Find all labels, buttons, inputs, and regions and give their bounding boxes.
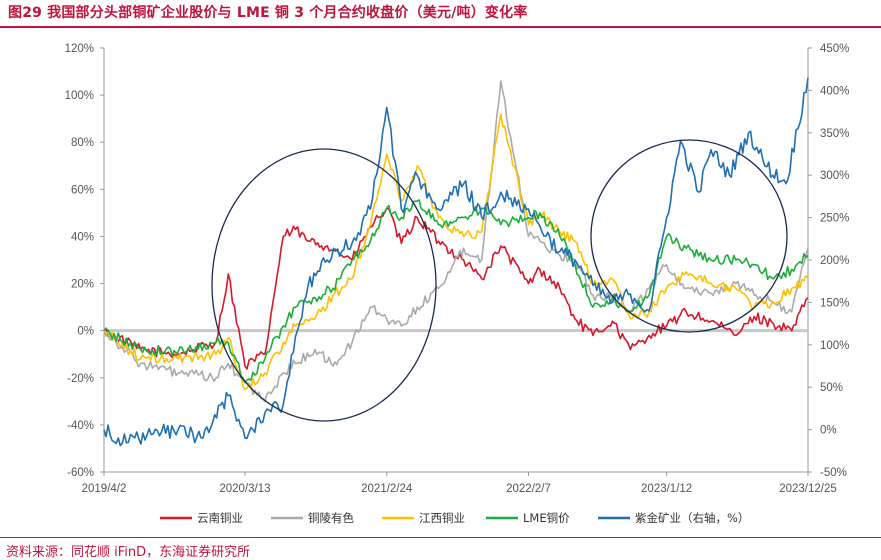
y-right-tick-label: 100% [820, 340, 849, 352]
x-tick-label: 2022/2/7 [506, 483, 551, 495]
legend-label-yunnan: 云南铜业 [197, 511, 243, 525]
y-right-tick-label: -50% [820, 467, 847, 479]
series-line-tongling [103, 80, 809, 403]
legend-label-tongling: 铜陵有色 [308, 511, 354, 525]
series-line-yunnan [103, 207, 809, 370]
y-right-tick-label: 300% [820, 170, 849, 182]
x-tick-label: 2020/3/13 [219, 483, 270, 495]
y-left-tick-label: -40% [67, 420, 94, 432]
source-rule [0, 537, 881, 538]
annotation-circle-right [590, 139, 788, 333]
y-left-tick-label: 0% [77, 326, 94, 338]
y-left-tick-label: 60% [71, 184, 94, 196]
title-rule [0, 26, 881, 28]
legend-label-jiangxi: 江西铜业 [419, 511, 465, 525]
y-left-tick-label: 120% [65, 43, 94, 55]
chart-title: 图29 我国部分头部铜矿企业股价与 LME 铜 3 个月合约收盘价（美元/吨）变… [8, 5, 528, 21]
legend-label-lme: LME铜价 [523, 511, 570, 525]
y-left-tick-label: 80% [71, 137, 94, 149]
legend-label-zijin: 紫金矿业（右轴，%） [635, 511, 749, 525]
y-right-tick-label: 400% [820, 85, 849, 97]
y-left-tick-label: 100% [65, 90, 94, 102]
y-right-tick-label: 250% [820, 213, 849, 225]
y-left-tick-label: 40% [71, 231, 94, 243]
x-tick-label: 2021/2/24 [361, 483, 413, 495]
y-left-tick-label: 20% [71, 279, 94, 291]
x-tick-label: 2023/12/25 [779, 483, 837, 495]
x-tick-label: 2023/1/12 [641, 483, 692, 495]
y-right-tick-label: 50% [820, 382, 843, 394]
y-right-tick-label: 150% [820, 297, 849, 309]
annotation-circle-left [211, 148, 437, 422]
y-right-tick-label: 0% [820, 425, 837, 437]
series-line-jiangxi [103, 113, 809, 391]
source-note: 资料来源：同花顺 iFinD，东海证券研究所 [6, 545, 251, 560]
y-left-tick-label: -60% [67, 467, 94, 479]
y-right-tick-label: 200% [820, 255, 849, 267]
series-line-zijin [103, 77, 809, 447]
x-tick-label: 2019/4/2 [82, 483, 127, 495]
y-right-tick-label: 450% [820, 43, 849, 55]
chart-canvas: 120% 100% 80% 60% 40% 20% 0% -20% -40% -60% 450% 40… [65, 43, 850, 525]
y-right-tick-label: 350% [820, 128, 849, 140]
y-left-tick-label: -20% [67, 373, 94, 385]
